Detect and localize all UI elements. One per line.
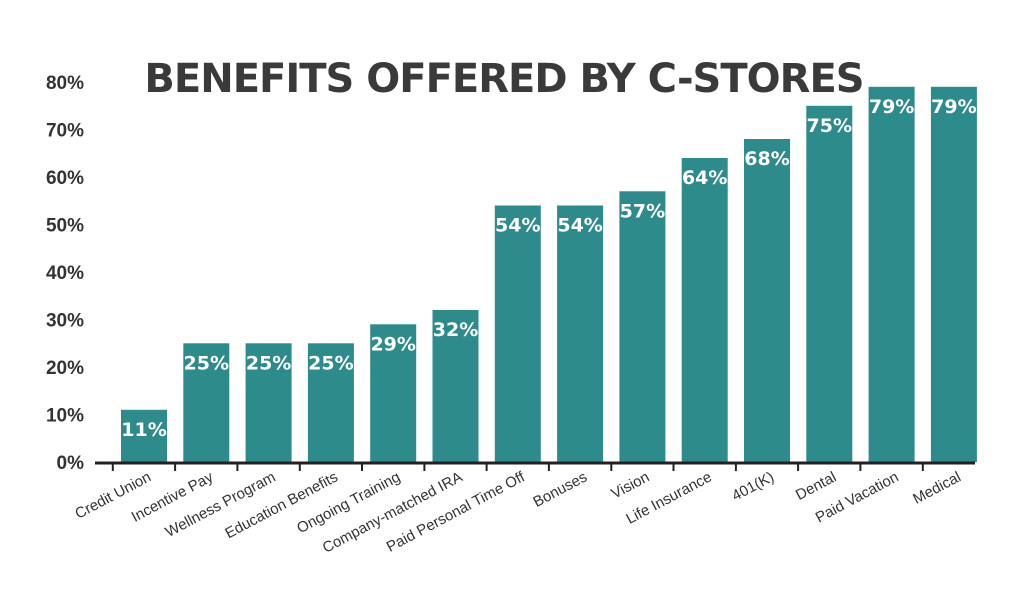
y-tick-label: 0% <box>57 453 85 474</box>
bar <box>307 343 354 463</box>
bar-value-label: 54% <box>557 215 602 237</box>
x-tick-label: Bonuses <box>530 469 590 511</box>
bar-value-label: 25% <box>308 352 353 374</box>
y-tick-label: 40% <box>46 263 84 284</box>
bar <box>930 86 977 463</box>
bar <box>619 191 666 463</box>
x-tick-label: 401(K) <box>729 469 777 505</box>
y-tick-label: 30% <box>46 311 84 332</box>
y-tick-label: 70% <box>46 121 84 142</box>
bar-value-label: 57% <box>620 200 665 222</box>
y-tick-label: 50% <box>46 216 84 237</box>
y-axis: 0% 10% 20% 30% 40% 50% 60% 70% 80% <box>46 73 84 474</box>
y-tick-label: 80% <box>46 73 84 94</box>
x-tick-label: Vision <box>608 469 652 503</box>
bar-value-label: 29% <box>370 333 415 355</box>
x-tick-label: Medical <box>910 469 964 508</box>
bar-value-label: 25% <box>246 352 291 374</box>
x-tick-label: Education Benefits <box>222 469 340 543</box>
y-tick-label: 10% <box>46 406 84 427</box>
bar-value-label: 79% <box>869 96 914 118</box>
y-tick-label: 20% <box>46 358 84 379</box>
bar <box>744 139 790 462</box>
x-tick-label: Wellness Program <box>163 469 279 541</box>
bar <box>121 409 167 463</box>
bars: 11% 25% 25% 25% 29% 32% 54% 54% 57% 64% 68% 75% 79% 7… <box>121 86 977 463</box>
chart-title: BENEFITS OFFERED BY C-STORES <box>144 56 863 102</box>
bar-value-label: 79% <box>931 96 976 118</box>
bar-value-label: 32% <box>433 319 478 341</box>
bar <box>183 343 230 463</box>
bar <box>681 158 728 462</box>
bar-value-label: 68% <box>744 148 789 170</box>
bar <box>806 105 853 463</box>
bar-value-label: 64% <box>682 167 727 189</box>
bar <box>432 310 479 462</box>
bar <box>245 343 292 463</box>
bar <box>557 205 604 462</box>
bar-value-label: 54% <box>495 215 540 237</box>
y-tick-label: 60% <box>46 168 84 189</box>
bar <box>370 324 417 463</box>
x-tick-label: Dental <box>793 469 839 504</box>
bar-value-label: 75% <box>807 115 852 137</box>
bar-value-label: 25% <box>184 352 229 374</box>
bar <box>868 86 915 463</box>
bar <box>494 205 541 462</box>
bar-value-label: 11% <box>121 419 166 441</box>
